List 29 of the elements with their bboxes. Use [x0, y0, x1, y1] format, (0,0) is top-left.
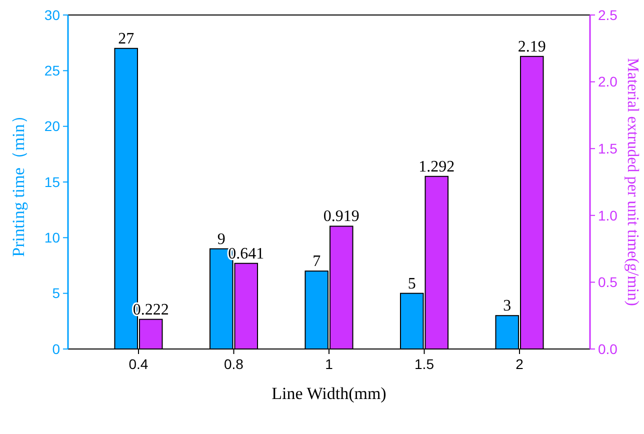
x-tick-label: 2: [516, 356, 524, 372]
x-tick-label: 0.8: [224, 356, 244, 372]
y-tick-label: 10: [44, 230, 60, 246]
data-label: 5: [408, 275, 416, 292]
data-label: 2.19: [518, 38, 546, 56]
y2-axis-title: Material extruded per unit time(g/min): [624, 58, 641, 306]
data-label: 1.292: [418, 158, 455, 176]
y-tick-label: 25: [44, 62, 60, 79]
x-tick-label: 1.5: [414, 356, 434, 372]
y-tick-label: 20: [44, 118, 60, 134]
y-tick-label: 0: [52, 340, 60, 357]
y2-tick-label: 1.5: [598, 140, 618, 156]
data-label: 3: [503, 298, 512, 315]
y2-tick-label: 2.5: [598, 6, 618, 23]
x-tick-label: 0.4: [128, 356, 148, 372]
y-tick-label: 15: [44, 174, 60, 190]
data-label: 7: [312, 253, 321, 270]
y2-tick-label: 1.0: [598, 207, 618, 224]
y2-tick-label: 0.0: [598, 340, 618, 357]
y-tick-label: 5: [52, 285, 60, 302]
data-label: 27: [118, 30, 134, 48]
data-label: 9: [217, 230, 226, 248]
x-tick-label: 1: [325, 356, 334, 372]
y2-tick-label: 2.0: [598, 74, 618, 90]
y2-tick-label: 0.5: [598, 274, 618, 290]
x-axis-title: Line Width(mm): [272, 384, 386, 403]
y-tick-label: 30: [44, 6, 60, 23]
data-label: 0.919: [323, 208, 360, 226]
y-axis-title: Printing time（min）: [9, 107, 28, 257]
